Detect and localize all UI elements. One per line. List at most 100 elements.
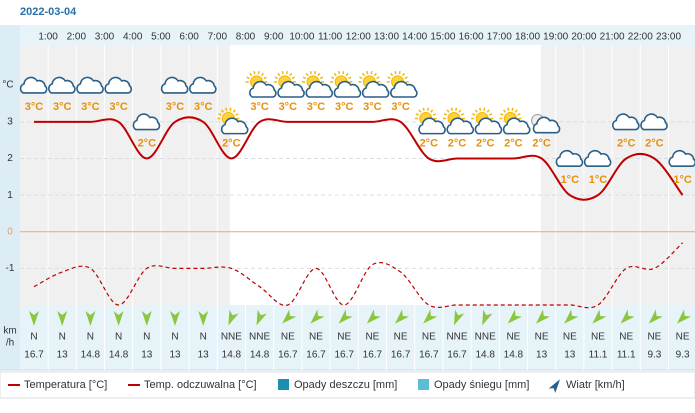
wind-speed: 13 (169, 350, 181, 361)
cloud (76, 76, 104, 94)
wind-arrow (482, 309, 493, 326)
sun-ray (220, 109, 224, 113)
sun-ray (281, 71, 284, 75)
feels-like-line (33, 242, 684, 309)
wind-arrow (85, 311, 96, 326)
hour-label: 19:00 (543, 32, 568, 43)
wind-direction: NNE (446, 332, 467, 343)
wind-speed: 9.3 (647, 350, 661, 361)
sun-ray (274, 76, 278, 80)
weather-icon (189, 76, 217, 94)
wind-unit: km (3, 326, 16, 337)
hour-label: 22:00 (628, 32, 653, 43)
weather-icon (583, 149, 612, 167)
cloud (361, 80, 390, 98)
wind-arrow (366, 309, 381, 324)
hour-label: 10:00 (289, 32, 314, 43)
cloud (189, 76, 217, 94)
cloud (277, 80, 305, 98)
left-axis-strip (0, 25, 20, 370)
wind-arrow (113, 311, 124, 326)
sun-rays (302, 71, 324, 83)
sun-ray (342, 71, 345, 75)
sun-rays (330, 71, 353, 83)
temperature-label: 3°C (81, 101, 100, 113)
hour-label: 16:00 (459, 32, 484, 43)
temperature-label: 3°C (109, 101, 128, 113)
legend-label: Temp. odczuwalna [°C] (144, 379, 257, 391)
weather-icon (668, 149, 695, 167)
hour-label: 20:00 (571, 32, 596, 43)
hour-label: 5:00 (151, 32, 171, 43)
cloud (333, 80, 362, 98)
sun-rays (245, 71, 268, 83)
sun-ray (345, 72, 349, 77)
hour-label: 12:00 (346, 32, 371, 43)
legend-symbol (548, 379, 561, 394)
wind-arrow (338, 309, 353, 324)
sun-ray (489, 113, 493, 116)
sun-ray (370, 71, 373, 75)
sun-rays (217, 107, 240, 120)
weather-icon (531, 114, 561, 134)
cloud (390, 80, 418, 98)
wind-speed: 14.8 (504, 350, 524, 361)
legend (0, 371, 695, 399)
wind-speed: 16.7 (334, 350, 354, 361)
wind-direction: NE (591, 332, 605, 343)
wind-speed: 14.8 (109, 350, 129, 361)
hour-label: 18:00 (515, 32, 540, 43)
wind-speed: 13 (141, 350, 153, 361)
wind-speed: 16.7 (447, 350, 467, 361)
hour-label: 14:00 (402, 32, 427, 43)
sun-ray (285, 71, 288, 75)
wind-direction: N (30, 332, 37, 343)
legend-label: Opady śniegu [mm] (434, 379, 529, 391)
wind-arrow (423, 309, 438, 324)
wind-arrow (394, 309, 410, 324)
weather-icon (76, 76, 104, 94)
wind-arrow (676, 309, 692, 324)
wind-direction: N (200, 332, 207, 343)
wind-direction: N (59, 332, 66, 343)
sun-ray (257, 71, 260, 75)
sun-ray (460, 113, 465, 116)
sun-ray (291, 76, 296, 80)
hour-label: 11:00 (318, 32, 343, 43)
hour-label: 7:00 (208, 32, 228, 43)
wind-direction: NE (535, 332, 549, 343)
sun-ray (319, 76, 324, 80)
sun-ray (430, 109, 434, 113)
wind-direction: NE (365, 332, 379, 343)
weather-icon (471, 107, 503, 135)
cloud (249, 80, 277, 98)
date: 2022-03-04 (20, 6, 77, 18)
temperature-label: 2°C (476, 137, 495, 149)
y-tick-label: -1 (6, 263, 15, 274)
sun-ray (394, 71, 397, 75)
cloud (446, 117, 475, 135)
hour-label: 8:00 (236, 32, 256, 43)
temperature-label: 1°C (561, 174, 580, 186)
wind-direction: NNE (475, 332, 496, 343)
wind-arrow (29, 311, 39, 326)
weather-icon (302, 71, 334, 98)
sun-ray (261, 72, 265, 77)
wind-speed: 13 (564, 350, 576, 361)
wind-speed: 16.7 (391, 350, 411, 361)
sun-ray (225, 107, 228, 111)
wind-speed: 13 (536, 350, 548, 361)
temperature-label: 1°C (673, 174, 692, 186)
wind-speed: 16.7 (278, 350, 298, 361)
wind-direction: N (143, 332, 150, 343)
sun-ray (483, 107, 486, 111)
wind-arrow (648, 309, 663, 324)
wind-speed: 14.8 (475, 350, 495, 361)
legend-label: Temperatura [°C] (24, 379, 107, 391)
sun-ray (432, 113, 437, 116)
wind-arrow (507, 309, 522, 324)
wind-speed: 16.7 (306, 350, 326, 361)
wind-speed: 11.1 (617, 350, 636, 361)
sun-ray (232, 109, 236, 113)
